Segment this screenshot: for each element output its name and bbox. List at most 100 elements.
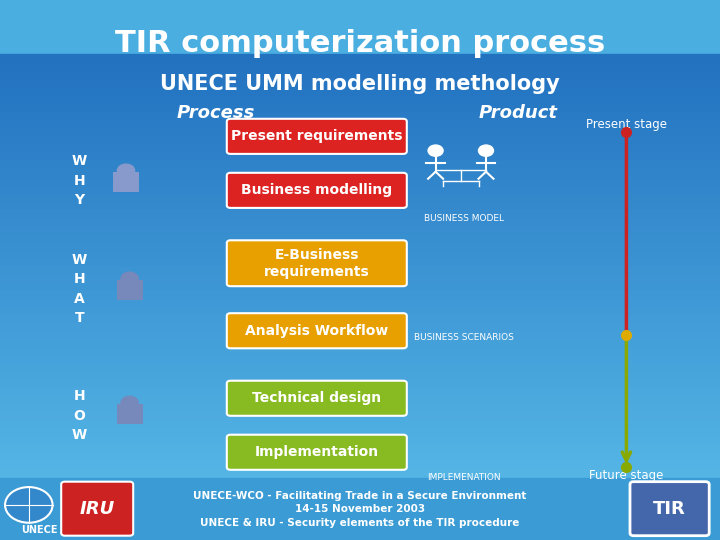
Bar <box>0 232 720 240</box>
Bar <box>0 338 720 346</box>
Bar <box>0 94 720 103</box>
Bar <box>0 216 720 224</box>
Bar <box>0 111 720 119</box>
FancyBboxPatch shape <box>227 381 407 416</box>
Text: 14-15 November 2003: 14-15 November 2003 <box>295 504 425 514</box>
FancyBboxPatch shape <box>227 119 407 154</box>
Bar <box>0 451 720 459</box>
Text: Present stage: Present stage <box>586 118 667 131</box>
Bar <box>0 524 720 532</box>
Bar <box>0 402 720 410</box>
Text: H
O
W: H O W <box>71 389 87 442</box>
Bar <box>0 427 720 435</box>
Bar <box>0 394 720 402</box>
Bar <box>0 192 720 200</box>
Bar <box>0 135 720 143</box>
Bar <box>0 467 720 475</box>
Bar <box>0 500 720 508</box>
Bar <box>0 475 720 483</box>
FancyBboxPatch shape <box>61 482 133 536</box>
Text: IRU: IRU <box>80 500 114 518</box>
Bar <box>0 443 720 451</box>
Circle shape <box>117 164 135 177</box>
Text: TIR: TIR <box>653 500 686 518</box>
Text: Technical design: Technical design <box>252 392 382 405</box>
Bar <box>0 386 720 394</box>
Text: E-Business
requirements: E-Business requirements <box>264 248 369 279</box>
Bar <box>0 354 720 362</box>
Bar <box>0 459 720 467</box>
Bar <box>0 418 720 427</box>
FancyBboxPatch shape <box>227 435 407 470</box>
Bar <box>0 346 720 354</box>
Bar <box>0 297 720 305</box>
Bar <box>0 410 720 418</box>
Text: TIR computerization process: TIR computerization process <box>115 29 605 58</box>
Bar <box>0 103 720 111</box>
Bar <box>0 532 720 540</box>
Text: Analysis Workflow: Analysis Workflow <box>246 324 388 338</box>
Bar <box>0 289 720 297</box>
Text: Implementation: Implementation <box>255 446 379 459</box>
Bar <box>0 151 720 159</box>
Circle shape <box>121 396 138 409</box>
Bar <box>0 78 720 86</box>
Bar <box>0 62 720 70</box>
Bar <box>0 483 720 491</box>
Circle shape <box>479 145 493 156</box>
Bar <box>0 248 720 256</box>
Bar <box>0 329 720 338</box>
Text: BUSINESS SCENARIOS: BUSINESS SCENARIOS <box>415 333 514 342</box>
Bar <box>0 516 720 524</box>
Bar <box>0 256 720 265</box>
Circle shape <box>121 272 138 285</box>
Bar <box>0 313 720 321</box>
Bar <box>0 240 720 248</box>
Bar <box>0 70 720 78</box>
Bar <box>0 321 720 329</box>
Bar <box>0 305 720 313</box>
Text: Future stage: Future stage <box>589 469 664 482</box>
FancyBboxPatch shape <box>227 313 407 348</box>
Text: Process: Process <box>177 104 255 123</box>
Bar <box>0 478 720 540</box>
Circle shape <box>5 487 53 523</box>
Text: Present requirements: Present requirements <box>231 130 402 143</box>
Bar <box>0 127 720 135</box>
Bar <box>0 435 720 443</box>
Bar <box>0 167 720 176</box>
Bar <box>0 491 720 500</box>
Bar <box>0 378 720 386</box>
Bar <box>0 281 720 289</box>
Bar <box>0 200 720 208</box>
Text: Business modelling: Business modelling <box>241 184 392 197</box>
Circle shape <box>428 145 443 156</box>
Bar <box>113 172 139 192</box>
Text: W
H
Y: W H Y <box>71 154 87 207</box>
FancyBboxPatch shape <box>630 482 709 536</box>
Bar <box>0 86 720 94</box>
Text: UNECE-WCO - Facilitating Trade in a Secure Environment: UNECE-WCO - Facilitating Trade in a Secu… <box>193 491 527 501</box>
Text: W
H
A
T: W H A T <box>71 253 87 325</box>
Text: 15: 15 <box>692 524 709 537</box>
Bar <box>0 184 720 192</box>
Bar <box>0 159 720 167</box>
Bar <box>0 362 720 370</box>
Text: BUSINESS MODEL: BUSINESS MODEL <box>424 214 505 223</box>
Bar <box>117 404 143 424</box>
Bar <box>0 273 720 281</box>
Text: Product: Product <box>479 104 558 123</box>
Bar <box>0 370 720 378</box>
Bar <box>0 508 720 516</box>
Bar <box>0 143 720 151</box>
Bar <box>0 224 720 232</box>
Bar <box>0 265 720 273</box>
Bar <box>117 280 143 300</box>
Text: UNECE & IRU - Security elements of the TIR procedure: UNECE & IRU - Security elements of the T… <box>200 518 520 528</box>
Bar <box>0 208 720 216</box>
Bar <box>0 176 720 184</box>
FancyBboxPatch shape <box>227 173 407 208</box>
Text: IMPLEMENATION: IMPLEMENATION <box>428 474 501 482</box>
Text: UNECE: UNECE <box>22 525 58 535</box>
Bar <box>0 54 720 62</box>
